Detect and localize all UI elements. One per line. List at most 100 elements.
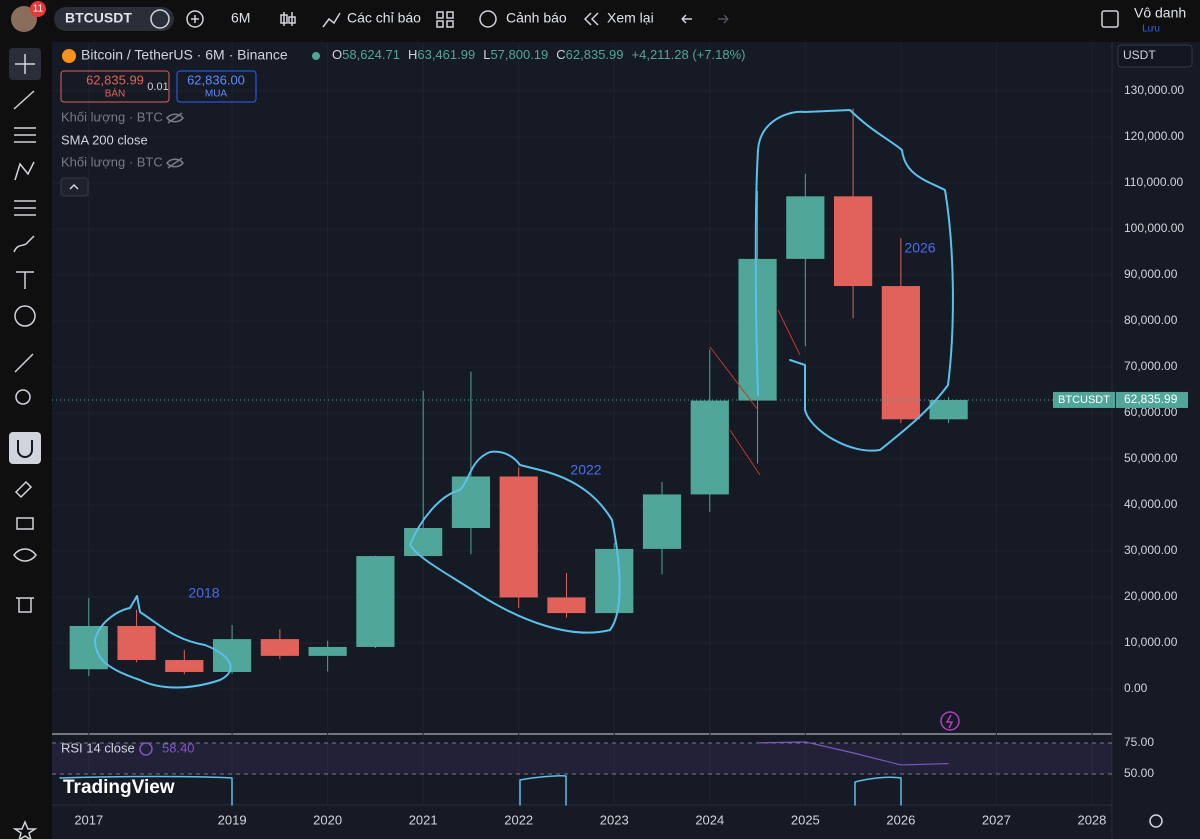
rsi-line	[757, 741, 949, 766]
currency[interactable]: USDT	[1123, 48, 1156, 62]
symbol[interactable]: BTCUSDT	[65, 10, 132, 26]
candle-body	[929, 399, 968, 420]
trendline-tool[interactable]	[13, 90, 35, 110]
y-tick-label: 50,000.00	[1124, 451, 1178, 465]
x-tick-label: 2025	[791, 812, 820, 827]
badge	[30, 1, 46, 17]
drawing-outline	[59, 775, 902, 806]
last-price-box	[1116, 391, 1188, 408]
rsi-tick-label: 75.00	[1124, 735, 1154, 749]
chart-title: Bitcoin / TetherUS · 6M · Binance	[81, 47, 288, 63]
y-tick-label: 40,000.00	[1124, 497, 1178, 511]
rsi-title: RSI 14 close	[61, 740, 135, 755]
candle-body	[547, 597, 586, 614]
candle-body	[881, 286, 920, 420]
indicator-label[interactable]: Khối lượng · BTC	[61, 109, 163, 124]
prediction-tool[interactable]	[14, 200, 36, 216]
ohlc-value: 62,835.99	[566, 47, 624, 62]
ohlc-change: +4,211.28 (+7.18%)	[632, 47, 746, 62]
y-tick-label: 20,000.00	[1124, 589, 1178, 603]
annotation: 2022	[570, 462, 601, 478]
last-price-name: BTCUSDT	[1058, 394, 1110, 406]
text-tool[interactable]	[16, 271, 34, 289]
interval[interactable]: 6M	[231, 10, 250, 26]
replay-button[interactable]: Xem lại	[607, 10, 654, 26]
crosshair-tool[interactable]	[15, 54, 35, 74]
redo-icon[interactable]	[718, 14, 729, 24]
indicators-button[interactable]: Các chỉ báo	[347, 10, 421, 26]
indicator-label[interactable]: Khối lượng · BTC	[61, 154, 163, 169]
last-price-name-box	[1053, 391, 1115, 408]
visibility-tool[interactable]	[13, 548, 37, 562]
sell-label[interactable]: BÁN	[105, 87, 126, 100]
y-tick-label: 110,000.00	[1124, 175, 1183, 189]
indicator-label[interactable]: SMA 200 close	[61, 132, 148, 147]
layout-save-icon[interactable]	[1101, 10, 1119, 28]
replay-icon	[583, 12, 599, 26]
buy-price[interactable]: 62,836.00	[187, 72, 245, 87]
magnet-tool[interactable]	[9, 432, 41, 464]
rsi-icon	[139, 742, 153, 756]
buy-button[interactable]	[176, 70, 257, 103]
fib-tool[interactable]	[14, 127, 36, 143]
annotation: 2018	[188, 585, 219, 601]
buy-label[interactable]: MUA	[205, 89, 228, 100]
ohlc-value: 58,624.71	[342, 47, 400, 62]
drawing-outline	[409, 450, 621, 634]
alerts-button[interactable]: Cảnh báo	[506, 10, 567, 26]
hidden-icon[interactable]	[166, 157, 184, 169]
brush-tool[interactable]	[13, 235, 35, 253]
ohlc-key: O	[332, 47, 342, 62]
sell-price[interactable]: 62,835.99	[86, 72, 144, 87]
alert-icon	[479, 10, 497, 28]
candle-body	[690, 400, 729, 495]
layouts-icon[interactable]	[436, 11, 454, 28]
ruler-tool[interactable]	[14, 353, 34, 373]
x-tick-label: 2021	[409, 812, 438, 827]
events-icon[interactable]	[940, 711, 960, 731]
y-tick-label: 120,000.00	[1124, 129, 1184, 143]
y-tick-label: 10,000.00	[1124, 635, 1178, 649]
rsi-band	[52, 742, 1112, 774]
chart-type-icon[interactable]	[280, 12, 296, 26]
sell-button[interactable]	[60, 70, 170, 103]
y-tick-label: 0.00	[1124, 681, 1148, 695]
add-icon[interactable]	[186, 10, 204, 28]
ohlc-legend: O58,624.71 H63,461.99 L57,800.19 C62,835.99…	[332, 47, 745, 62]
symbol-box[interactable]	[54, 7, 174, 31]
x-tick-label: 2019	[218, 812, 247, 827]
y-tick-label: 80,000.00	[1124, 313, 1178, 327]
pattern-tool[interactable]	[14, 161, 35, 181]
events-bolt	[945, 714, 954, 729]
candle-body	[595, 548, 634, 614]
ohlc-key: L	[483, 47, 490, 62]
favorites-tool[interactable]	[12, 820, 38, 839]
y-tick-label: 90,000.00	[1124, 267, 1178, 281]
emoji-tool[interactable]	[14, 305, 36, 327]
candle-body	[642, 494, 682, 549]
settings-icon[interactable]	[1149, 814, 1163, 828]
hidden-icon[interactable]	[166, 112, 184, 124]
watermark: TradingView	[63, 777, 175, 798]
magnet-icon	[17, 440, 33, 458]
zoom-tool[interactable]	[15, 389, 31, 405]
candle-body	[833, 196, 873, 287]
add-plus	[191, 15, 199, 23]
candle-body	[308, 646, 347, 656]
account-name[interactable]: Vô danh	[1134, 5, 1186, 21]
x-tick-label: 2023	[600, 812, 629, 827]
x-tick-label: 2020	[313, 812, 342, 827]
lock-draw-tool[interactable]	[14, 480, 33, 499]
y-tick-label: 70,000.00	[1124, 359, 1178, 373]
ohlc-key: H	[408, 47, 417, 62]
currency-box[interactable]	[1117, 44, 1193, 68]
undo-icon[interactable]	[681, 14, 692, 24]
collapse-button[interactable]	[60, 177, 89, 197]
lock-tool[interactable]	[16, 517, 34, 530]
save-button[interactable]: Lưu	[1142, 24, 1160, 35]
avatar[interactable]	[11, 6, 37, 32]
delete-tool[interactable]	[16, 597, 34, 613]
chart-pane	[52, 42, 1200, 839]
x-tick-label: 2017	[74, 812, 103, 827]
